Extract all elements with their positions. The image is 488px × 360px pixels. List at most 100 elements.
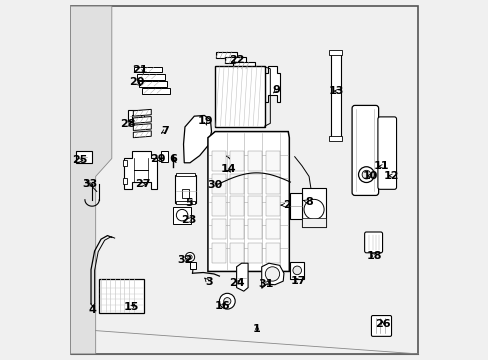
Bar <box>212 196 225 216</box>
Text: 5: 5 <box>185 198 192 208</box>
Circle shape <box>176 210 187 221</box>
Text: 29: 29 <box>150 154 165 164</box>
Circle shape <box>265 267 279 281</box>
Polygon shape <box>183 116 211 163</box>
Polygon shape <box>233 62 254 69</box>
Text: 22: 22 <box>229 55 244 65</box>
Text: 14: 14 <box>220 164 236 174</box>
Polygon shape <box>133 124 151 131</box>
Polygon shape <box>215 51 237 58</box>
Bar <box>328 136 342 141</box>
Circle shape <box>219 293 235 309</box>
Text: 24: 24 <box>228 278 244 288</box>
Polygon shape <box>133 109 151 116</box>
Bar <box>123 178 126 184</box>
Polygon shape <box>261 263 284 288</box>
Text: 28: 28 <box>120 120 136 129</box>
Circle shape <box>292 266 301 275</box>
Polygon shape <box>128 110 144 121</box>
Bar <box>247 196 261 216</box>
Text: 25: 25 <box>72 155 87 165</box>
Circle shape <box>304 199 324 220</box>
Text: 31: 31 <box>258 279 273 289</box>
Text: 33: 33 <box>82 179 97 189</box>
Text: 27: 27 <box>135 179 151 189</box>
FancyBboxPatch shape <box>351 105 378 195</box>
Bar <box>212 243 225 263</box>
Circle shape <box>185 252 194 262</box>
Polygon shape <box>139 81 167 87</box>
Bar <box>212 174 225 194</box>
Bar <box>99 279 144 313</box>
Text: 4: 4 <box>88 305 96 315</box>
FancyBboxPatch shape <box>364 232 382 253</box>
Bar <box>161 151 168 162</box>
Text: 1: 1 <box>253 324 261 334</box>
Bar <box>301 219 325 227</box>
Polygon shape <box>236 263 247 291</box>
Bar <box>123 160 126 166</box>
Circle shape <box>223 298 230 305</box>
Bar <box>230 174 244 194</box>
FancyBboxPatch shape <box>371 316 391 336</box>
Polygon shape <box>224 57 246 63</box>
Text: 2: 2 <box>283 200 290 210</box>
Text: 17: 17 <box>290 276 305 286</box>
Text: 15: 15 <box>123 302 139 312</box>
Bar <box>301 188 325 227</box>
Text: 11: 11 <box>373 161 388 171</box>
Bar <box>247 243 261 263</box>
Bar <box>230 196 244 216</box>
Text: 18: 18 <box>366 251 381 261</box>
Polygon shape <box>137 74 164 80</box>
Polygon shape <box>133 131 151 138</box>
Bar <box>172 207 191 224</box>
Text: 7: 7 <box>162 126 169 135</box>
Polygon shape <box>133 117 151 123</box>
Text: 26: 26 <box>374 319 389 329</box>
Bar <box>247 174 261 194</box>
Bar <box>265 196 279 216</box>
Polygon shape <box>70 6 112 354</box>
Polygon shape <box>134 67 162 72</box>
Text: 13: 13 <box>328 86 344 96</box>
Text: 32: 32 <box>177 255 193 265</box>
Bar <box>265 220 279 239</box>
Bar <box>212 220 225 239</box>
Bar <box>212 151 225 171</box>
Bar <box>247 151 261 171</box>
Text: 20: 20 <box>129 77 144 87</box>
Bar <box>174 175 196 203</box>
Polygon shape <box>124 151 156 189</box>
Bar <box>328 50 342 55</box>
Text: 30: 30 <box>207 180 222 190</box>
Text: 21: 21 <box>131 64 147 75</box>
Circle shape <box>358 167 373 183</box>
Polygon shape <box>207 132 289 271</box>
Text: 23: 23 <box>181 215 196 225</box>
Bar <box>230 151 244 171</box>
Bar <box>230 243 244 263</box>
Bar <box>330 53 340 138</box>
Bar <box>76 151 92 163</box>
Bar <box>182 189 188 198</box>
Bar <box>215 66 264 127</box>
Text: 12: 12 <box>383 171 399 181</box>
Bar <box>290 262 304 279</box>
Text: 10: 10 <box>362 171 378 181</box>
Bar <box>190 262 196 269</box>
FancyBboxPatch shape <box>377 117 396 189</box>
Bar <box>265 174 279 194</box>
Bar <box>265 151 279 171</box>
Polygon shape <box>265 66 279 102</box>
Text: 8: 8 <box>305 197 312 207</box>
Text: 3: 3 <box>204 277 212 287</box>
Bar <box>230 220 244 239</box>
Text: 19: 19 <box>197 116 212 126</box>
Text: 16: 16 <box>214 301 230 311</box>
Bar <box>247 220 261 239</box>
Bar <box>175 201 195 204</box>
Text: 9: 9 <box>272 85 280 95</box>
Bar <box>290 193 301 220</box>
Bar <box>265 243 279 263</box>
